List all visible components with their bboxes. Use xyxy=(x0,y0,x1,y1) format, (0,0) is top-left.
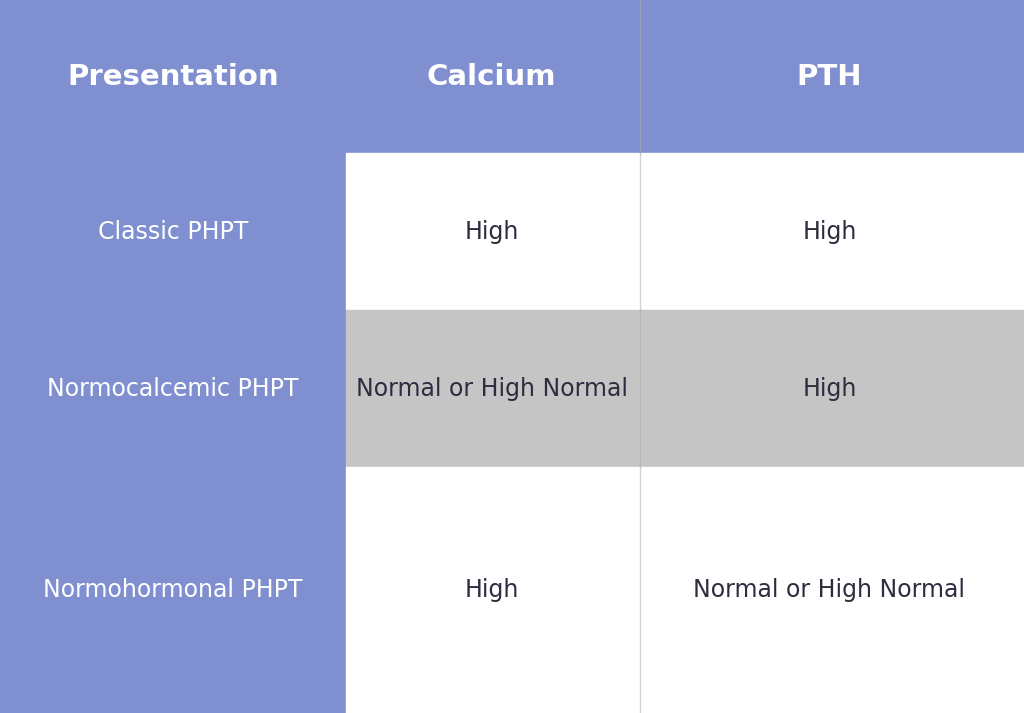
Text: Normocalcemic PHPT: Normocalcemic PHPT xyxy=(47,376,299,401)
Bar xyxy=(346,310,1024,467)
Text: High: High xyxy=(802,376,857,401)
Text: Normohormonal PHPT: Normohormonal PHPT xyxy=(43,578,303,602)
Text: High: High xyxy=(464,220,519,244)
Bar xyxy=(346,467,1024,713)
Bar xyxy=(346,153,1024,310)
Text: Normal or High Normal: Normal or High Normal xyxy=(355,376,628,401)
Text: Calcium: Calcium xyxy=(427,63,556,91)
Text: Classic PHPT: Classic PHPT xyxy=(98,220,248,244)
Text: High: High xyxy=(464,578,519,602)
Text: High: High xyxy=(802,220,857,244)
Text: PTH: PTH xyxy=(797,63,862,91)
Text: Normal or High Normal: Normal or High Normal xyxy=(693,578,966,602)
Text: Presentation: Presentation xyxy=(68,63,279,91)
